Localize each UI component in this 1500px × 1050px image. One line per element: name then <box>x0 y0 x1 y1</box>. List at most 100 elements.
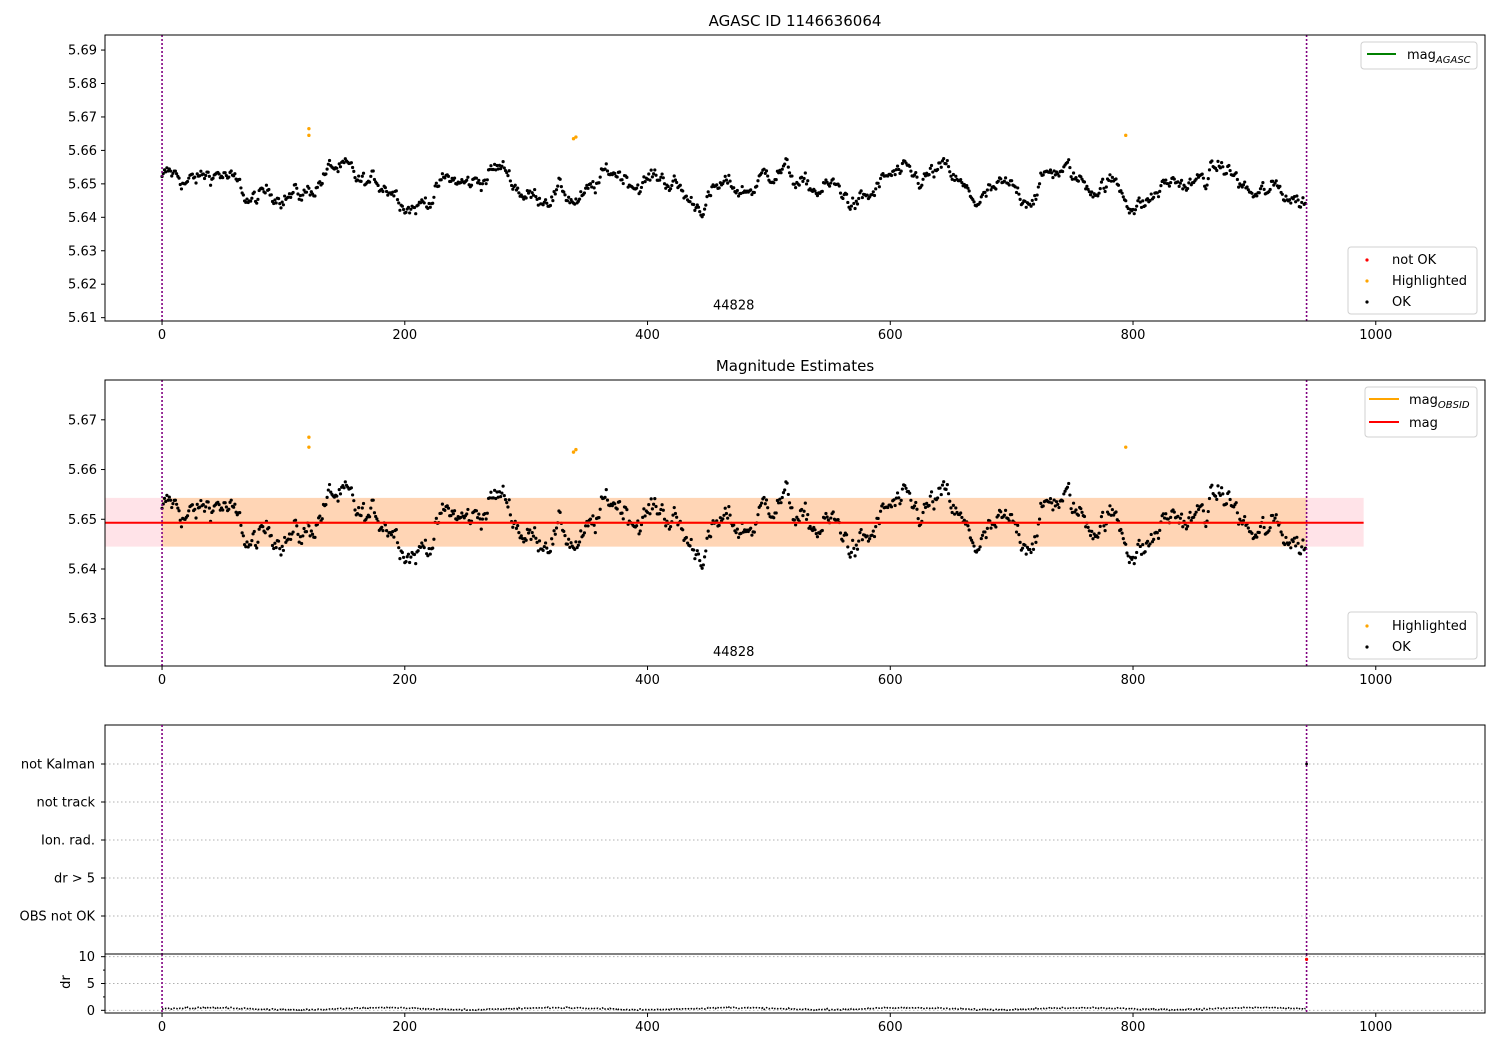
magnitude-ok-point <box>825 515 829 519</box>
legend-not-ok: not OK <box>1392 253 1437 268</box>
magnitude-ok-point <box>767 512 771 516</box>
agasc-ok-point <box>1103 189 1107 194</box>
agasc-ok-point <box>361 171 366 175</box>
agasc-ok-point <box>774 178 778 182</box>
magnitude-ok-point <box>660 503 664 507</box>
flag-category-label: not track <box>36 796 95 811</box>
agasc-ok-point <box>972 200 976 204</box>
agasc-ok-point <box>567 195 571 199</box>
magnitude-ok-point <box>511 525 515 529</box>
agasc-ok-point <box>946 165 951 169</box>
magnitude-ok-point <box>350 493 355 497</box>
magnitude-ok-point <box>514 526 519 530</box>
agasc-ok-point <box>408 211 412 215</box>
magnitude-ok-point <box>766 506 770 510</box>
magnitude-ok-point <box>1227 490 1231 494</box>
agasc-ok-point <box>900 161 905 166</box>
agasc-ok-point <box>675 180 679 185</box>
agasc-ok-point <box>439 178 443 182</box>
magnitude-ok-point <box>263 531 267 535</box>
magnitude-ok-point <box>252 529 256 534</box>
agasc-ok-point <box>249 199 253 203</box>
magnitude-ok-point <box>1017 533 1021 537</box>
agasc-ok-point <box>734 191 738 195</box>
magnitude-ok-point <box>545 546 549 550</box>
agasc-ok-point <box>1224 171 1229 176</box>
magnitude-ok-point <box>700 566 704 570</box>
magnitude-ok-point <box>702 555 707 559</box>
dr-panel: 0 5 10 0 200 400 600 800 1000 dr <box>59 950 1486 1035</box>
magnitude-ok-point <box>495 490 499 494</box>
magnitude-ok-point <box>966 524 970 528</box>
agasc-ok-point <box>1098 187 1102 191</box>
agasc-ok-point <box>476 181 480 185</box>
agasc-ok-point <box>639 185 644 190</box>
agasc-ok-point <box>469 183 474 187</box>
agasc-ok-point <box>1070 177 1074 181</box>
magnitude-ok-point <box>1023 543 1027 547</box>
magnitude-ok-point <box>227 507 231 511</box>
agasc-ok-point <box>187 176 191 180</box>
legend2-ok: OK <box>1392 640 1411 655</box>
magnitude-frame <box>104 379 1486 667</box>
agasc-ok-point <box>1161 178 1165 182</box>
magnitude-ok-point <box>859 528 863 532</box>
agasc-ok-point <box>723 174 727 179</box>
magnitude-ok-point <box>397 546 401 550</box>
magnitude-ok-point <box>615 507 619 511</box>
magnitude-ok-point <box>969 538 974 542</box>
magnitude-ok-point <box>971 541 975 545</box>
agasc-ok-point <box>418 201 423 205</box>
agasc-ok-point <box>1035 193 1039 197</box>
agasc-ok-point <box>554 188 559 192</box>
magnitude-ok-point <box>582 531 587 535</box>
agasc-ok-point <box>786 165 790 169</box>
agasc-ok-point <box>1121 195 1125 199</box>
magnitude-ok-point <box>851 538 855 542</box>
agasc-ok-point <box>207 174 211 178</box>
magnitude-ok-point <box>820 528 824 533</box>
magnitude-ok-point <box>1028 547 1032 552</box>
magnitude-ok-point <box>597 516 601 520</box>
magnitude-ok-point <box>353 508 357 512</box>
agasc-ok-point <box>553 192 557 196</box>
magnitude-ok-point <box>855 547 860 551</box>
magnitude-ok-point <box>1206 509 1210 514</box>
magnitude-ok-point <box>1152 537 1156 542</box>
agasc-ok-point <box>558 177 562 181</box>
agasc-ok-point <box>480 182 485 186</box>
magnitude-ok-point <box>269 533 273 538</box>
agasc-ok-point <box>777 171 781 175</box>
agasc-ok-point <box>206 170 210 174</box>
agasc-ok-point <box>484 182 488 186</box>
agasc-ok-point <box>800 175 804 179</box>
magnitude-ok-point <box>1298 552 1303 556</box>
magnitude-ok-point <box>171 502 175 506</box>
magnitude-ok-point <box>485 511 489 515</box>
agasc-ok-point <box>1131 207 1135 212</box>
magnitude-ok-point <box>389 533 394 537</box>
dr-notok-point <box>1304 957 1309 961</box>
agasc-ok-point <box>536 203 540 207</box>
magnitude-ok-point <box>383 523 387 527</box>
magnitude-ok-point <box>931 500 935 504</box>
agasc-ok-point <box>1079 175 1083 179</box>
magnitude-panel: Magnitude Estimates 5.63 5.64 5.65 5.66 5.67… <box>68 357 1486 688</box>
magnitude-ok-point <box>603 495 607 499</box>
magnitude-ok-point <box>581 533 585 537</box>
magnitude-ok-point <box>892 498 896 502</box>
magnitude-ok-point <box>357 506 361 510</box>
magnitude-ok-point <box>899 498 903 502</box>
agasc-ok-point <box>313 194 317 198</box>
magnitude-xtick-label: 800 <box>1121 673 1146 688</box>
magnitude-ok-point <box>836 518 840 522</box>
agasc-ok-point <box>1124 199 1128 203</box>
magnitude-ok-point <box>962 518 966 522</box>
magnitude-ok-point <box>1067 481 1071 486</box>
magnitude-ok-point <box>804 517 809 522</box>
magnitude-ok-point <box>705 536 709 540</box>
agasc-ok-point <box>649 168 653 172</box>
magnitude-ok-point <box>274 546 278 550</box>
agasc-ok-point <box>942 157 946 161</box>
magnitude-ok-point <box>414 562 418 566</box>
